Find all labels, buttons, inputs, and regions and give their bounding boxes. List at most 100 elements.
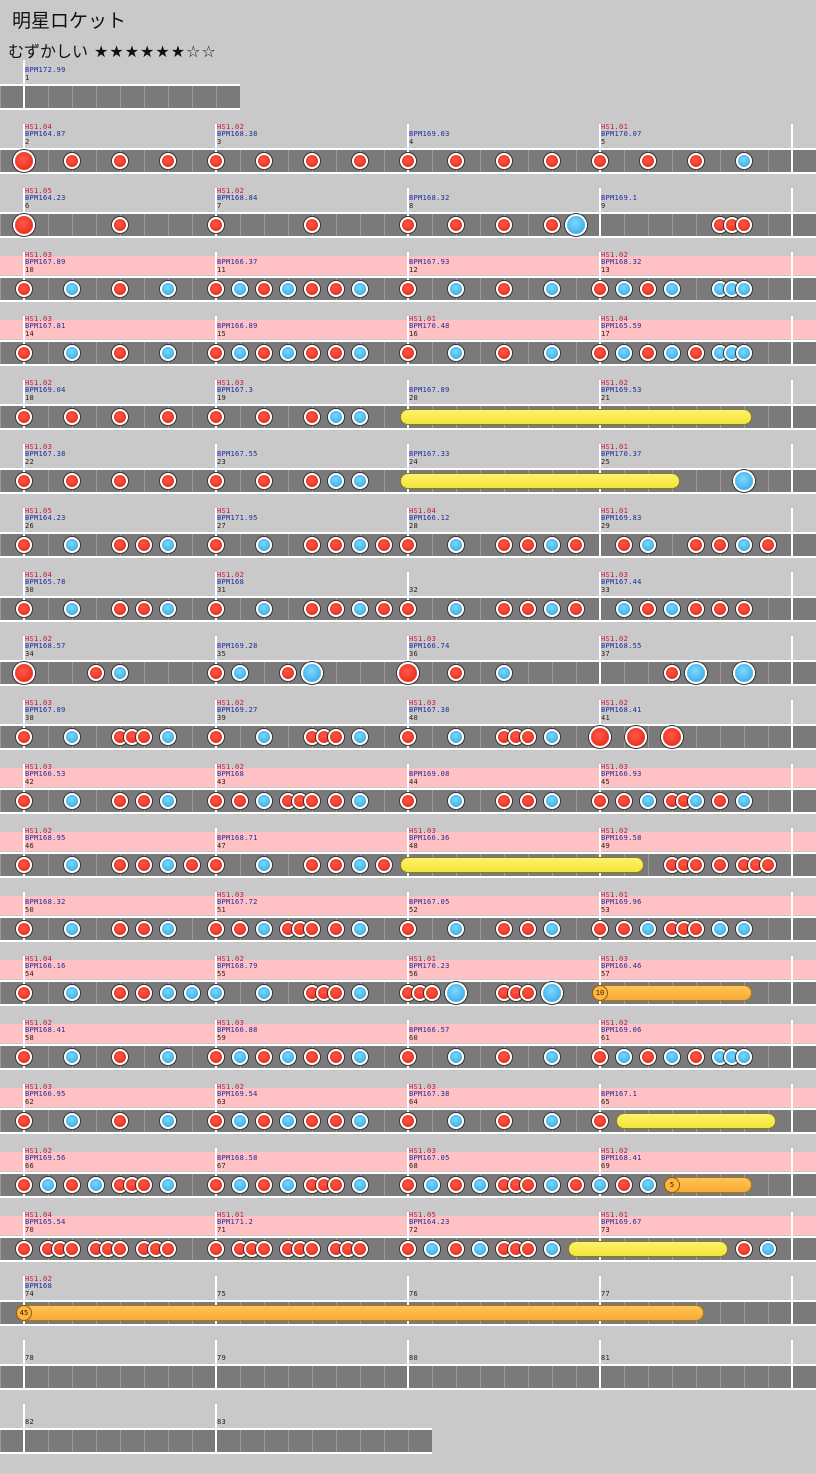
ka-note [760,1241,776,1257]
balloon-roll [16,1305,704,1321]
beat-line [648,214,649,236]
don-note [328,1049,344,1065]
measure-number: 5 [601,137,606,146]
measure-number: 70 [25,1225,35,1234]
hs-value: HS1.04 [25,570,53,579]
hs-value: HS1.05 [25,186,53,195]
hs-value: HS1.02 [601,634,629,643]
measure-label: 75 [217,1290,226,1299]
bar-line [599,508,601,558]
bpm-value: BPM169.96 [601,898,642,906]
measure-number: 59 [217,1033,227,1042]
beat-line [192,1430,193,1452]
beat-line [144,214,145,236]
don-note [16,345,32,361]
don-note [304,153,320,169]
beat-line [360,214,361,236]
bar-line [599,444,601,494]
ka-note [544,921,560,937]
bpm-value: BPM169.53 [601,386,642,394]
ka-note [424,1177,440,1193]
beat-line [768,278,769,300]
beat-line [120,86,121,108]
beat-line [144,470,145,492]
beat-line [744,1366,745,1388]
don-note [112,793,128,809]
don-note [208,281,224,297]
measure-number: 26 [25,521,35,530]
hs-value: HS1 [217,506,231,515]
measure-number: 39 [217,713,227,722]
don-note [520,985,536,1001]
ka-note [736,1049,752,1065]
beat-line [168,214,169,236]
measure-number: 15 [217,329,227,338]
don-note [496,281,512,297]
measure-number: 56 [409,969,419,978]
beat-line [144,1430,145,1452]
beat-line [288,150,289,172]
beat-line [432,342,433,364]
bpm-value: BPM166.46 [601,962,642,970]
ka-note [640,1177,656,1193]
don-note [88,665,104,681]
hs-value: HS1.03 [217,890,245,899]
beat-line [72,86,73,108]
hs-value: HS1.04 [409,506,437,515]
hs-value: HS1.02 [601,250,629,259]
beat-line [768,1302,769,1324]
ka-note [232,1113,248,1129]
beat-line [48,726,49,748]
ka-note [664,345,680,361]
don-note [688,857,704,873]
ka-note [64,601,80,617]
measure-number: 8 [409,201,414,210]
measure-label: HS1.05 BPM164.23 6 [25,186,66,211]
chart-row: HS1.03 BPM166.95 62 HS1.02 BPM169.54 63 HS1.03… [0,1083,816,1154]
ka-note [544,1177,560,1193]
measure-label: HS1.02 BPM168.95 46 [25,827,66,851]
don-note [16,985,32,1001]
ka-note [232,345,248,361]
beat-line [576,342,577,364]
ka-note [352,473,368,489]
hs-value: HS1.01 [601,442,629,451]
beat-line [432,918,433,940]
measure-label: BPM168.32 50 [25,898,66,914]
ka-note [40,1177,56,1193]
bar-line [407,252,409,302]
ka-note [256,857,272,873]
bpm-value: BPM166.88 [217,1026,258,1034]
don-note [496,1113,512,1129]
bar-line [599,636,601,686]
bar-line [215,188,217,238]
measure-label: 82 [25,1418,34,1427]
bar-line [23,316,25,366]
beat-line [744,726,745,748]
measure-number: 57 [601,969,611,978]
ka-note [352,1049,368,1065]
hs-value: HS1.02 [601,698,629,707]
bar-line [791,764,793,814]
ka-note [64,281,80,297]
beat-line [96,598,97,620]
don-note [688,601,704,617]
don-note [496,537,512,553]
don-note [304,537,320,553]
bpm-value: BPM167.89 [409,386,450,394]
measure-number: 20 [409,393,419,402]
difficulty-label: むずかしい [8,42,89,61]
ka-note [640,921,656,937]
beat-line [192,86,193,108]
beat-line [144,406,145,428]
ka-note [328,409,344,425]
bar-line [599,572,601,622]
beat-line [144,150,145,172]
bar-line [407,636,409,686]
don-note [112,409,128,425]
don-note [208,729,224,745]
beat-line [0,1238,1,1260]
ka-note [352,345,368,361]
don-note [736,1241,752,1257]
beat-line [576,1046,577,1068]
